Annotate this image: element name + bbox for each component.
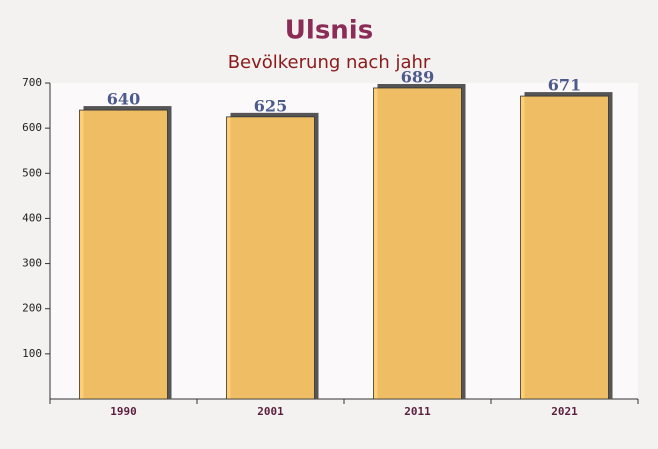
y-tick-label: 600	[22, 121, 42, 134]
y-tick-label: 400	[22, 211, 42, 224]
value-label: 625	[254, 96, 287, 115]
y-tick-label: 700	[22, 76, 42, 89]
value-label: 671	[548, 76, 581, 95]
value-label: 689	[401, 67, 434, 86]
y-tick-label: 300	[22, 257, 42, 270]
value-label: 640	[107, 90, 140, 109]
bar	[226, 116, 315, 400]
x-tick-label: 2021	[551, 405, 578, 418]
x-tick-label: 1990	[110, 405, 137, 418]
bar	[373, 87, 462, 400]
y-tick-label: 500	[22, 166, 42, 179]
x-tick-label: 2011	[404, 405, 431, 418]
y-tick-label: 200	[22, 302, 42, 315]
chart-subtitle: Bevölkerung nach jahr	[228, 52, 431, 73]
y-tick-label: 100	[22, 347, 42, 360]
chart-title: Ulsnis	[285, 16, 373, 46]
bar	[79, 109, 168, 400]
bar	[520, 95, 609, 400]
x-tick-label: 2001	[257, 405, 284, 418]
